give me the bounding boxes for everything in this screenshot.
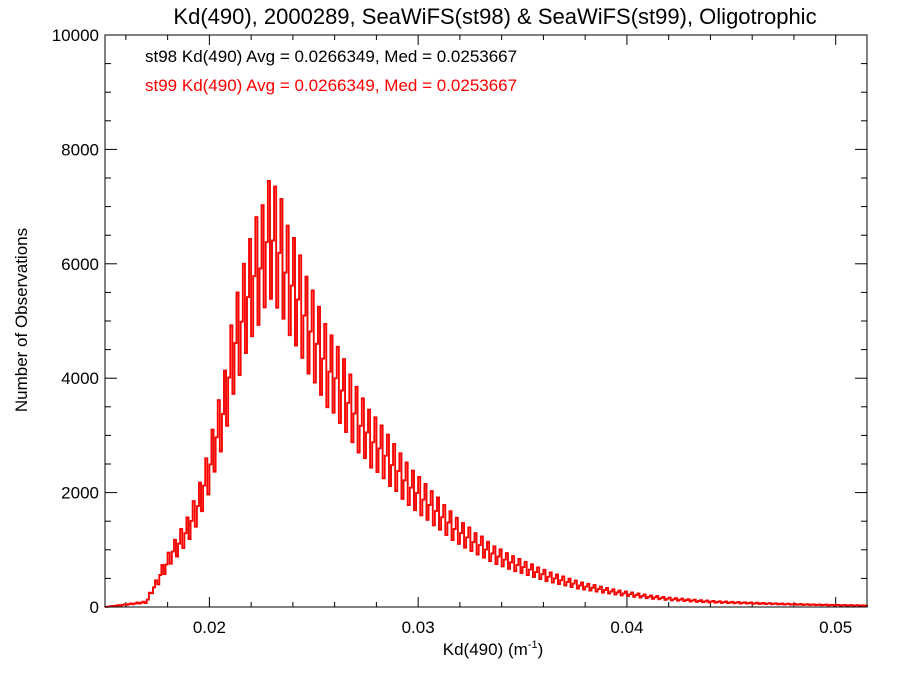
x-axis-title-sup: -1 (528, 639, 538, 651)
x-tick-label: 0.04 (610, 618, 643, 637)
y-tick-label: 4000 (61, 369, 99, 388)
y-axis-ticks: 0 2000 4000 6000 8000 10000 (52, 26, 867, 617)
series-st98-line (104, 180, 868, 608)
y-tick-label: 10000 (52, 26, 99, 45)
y-tick-label: 2000 (61, 484, 99, 503)
series-st99-line (104, 179, 868, 608)
x-tick-label: 0.02 (193, 618, 226, 637)
x-axis-title-end: ) (538, 640, 544, 659)
chart-title: Kd(490), 2000289, SeaWiFS(st98) & SeaWiF… (173, 4, 816, 29)
x-tick-label: 0.03 (402, 618, 435, 637)
plot-frame (104, 34, 868, 608)
annotation-st99: st99 Kd(490) Avg = 0.0266349, Med = 0.02… (145, 76, 517, 95)
y-tick-label: 0 (90, 598, 99, 617)
y-tick-label: 6000 (61, 255, 99, 274)
y-axis-title: Number of Observations (12, 228, 31, 412)
x-axis-title-main: Kd(490) (m (443, 640, 528, 659)
annotations: st98 Kd(490) Avg = 0.0266349, Med = 0.02… (145, 47, 517, 95)
y-tick-label: 8000 (61, 140, 99, 159)
annotation-st98: st98 Kd(490) Avg = 0.0266349, Med = 0.02… (145, 47, 517, 66)
x-tick-label: 0.05 (819, 618, 852, 637)
x-axis-title: Kd(490) (m-1) (443, 639, 543, 659)
x-axis-ticks: 0.02 0.03 0.04 0.05 (125, 35, 852, 637)
